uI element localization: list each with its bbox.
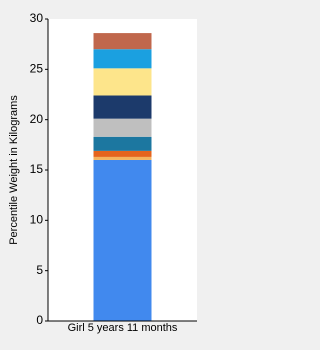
bar-segment — [93, 95, 152, 119]
x-tick-label: Girl 5 years 11 months — [68, 322, 178, 334]
bar-segment — [93, 68, 152, 96]
bar-segment — [93, 150, 152, 157]
bar-segment — [93, 159, 152, 321]
y-tick-label: 20 — [30, 112, 44, 126]
y-tick-label: 10 — [30, 213, 44, 227]
y-axis-label: Percentile Weight in Kilograms — [8, 95, 20, 245]
chart: Percentile Weight in Kilograms 0 5 10 15 20 2… — [7, 11, 197, 334]
y-tick-label: 30 — [30, 11, 44, 25]
bar-segment — [93, 49, 152, 69]
y-tick-label: 25 — [30, 62, 44, 76]
bar-segment — [93, 136, 152, 151]
bar-segment — [93, 118, 152, 137]
y-tick-label: 15 — [30, 162, 44, 176]
y-tick-label: 0 — [36, 313, 43, 327]
bar-segment — [93, 156, 152, 160]
bar-segment — [93, 33, 152, 50]
y-tick-label: 5 — [36, 263, 43, 277]
